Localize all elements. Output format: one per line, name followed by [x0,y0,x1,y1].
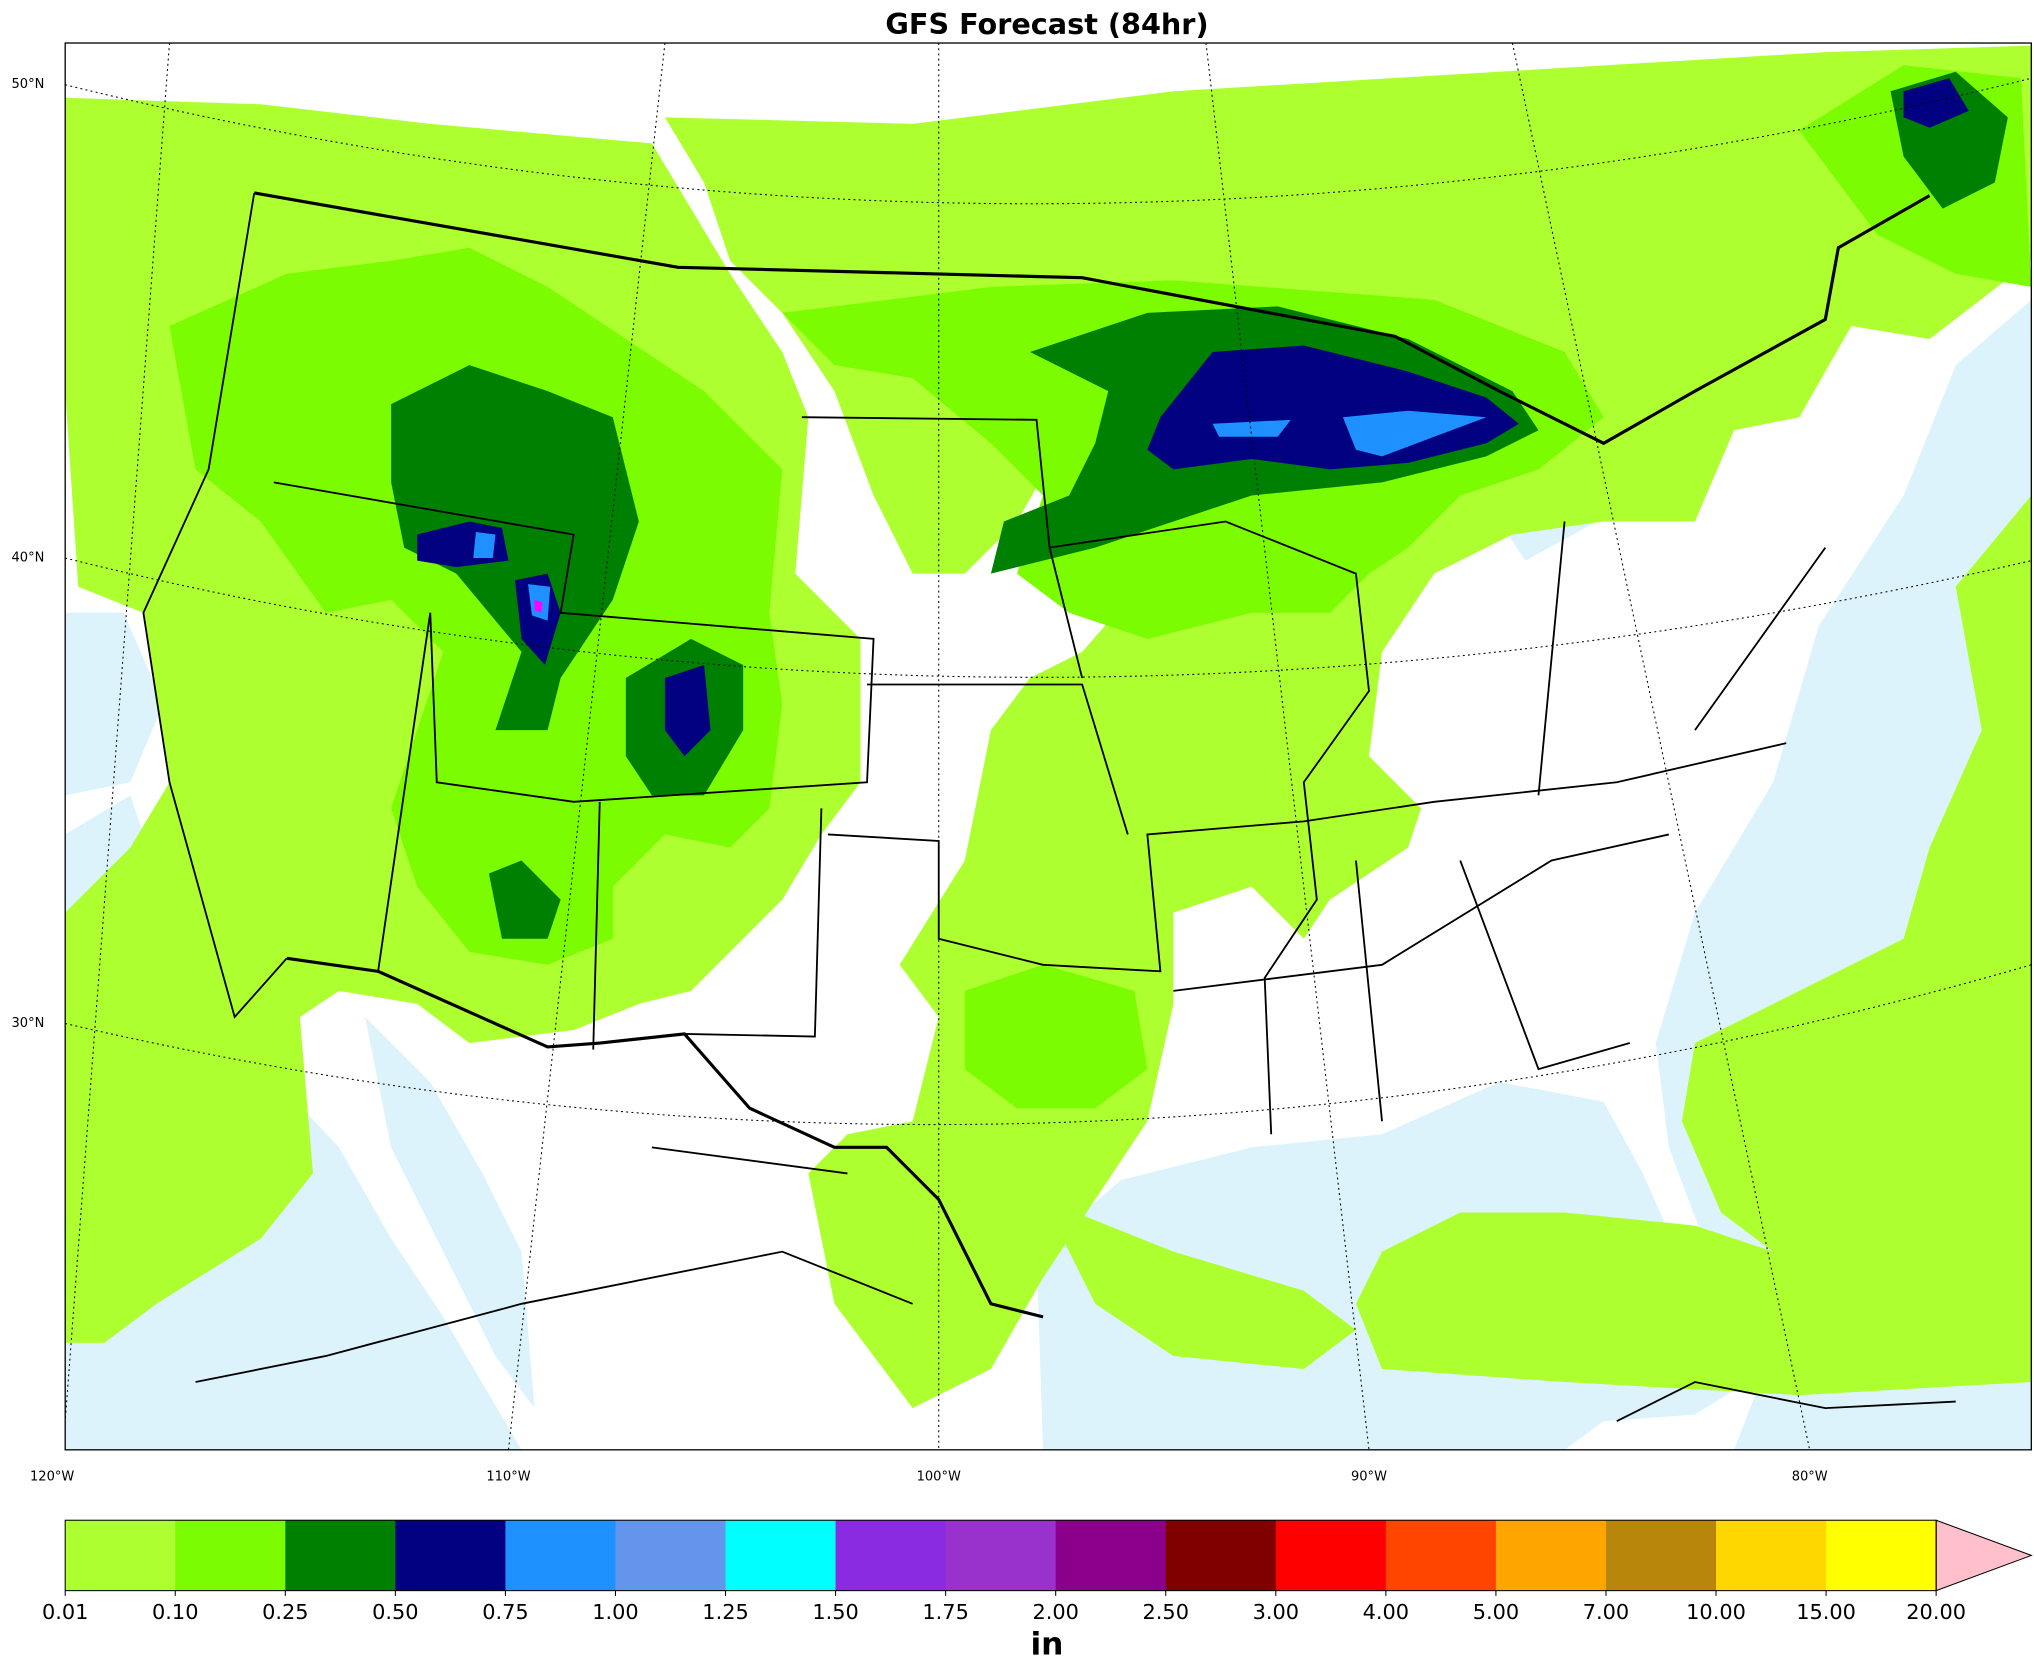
colorbar-label: 0.75 [482,1600,528,1624]
colorbar-label: 2.50 [1143,1600,1189,1624]
colorbar-segment [395,1520,507,1591]
colorbar-label: 0.01 [42,1600,88,1624]
map-frame [64,42,2032,1451]
gulf-of-california [365,1016,535,1409]
colorbar-segment [1495,1520,1607,1591]
lon-label: 120°W [30,1470,74,1485]
colorbar-segment [1605,1520,1717,1591]
colorbar-label: 3.00 [1253,1600,1299,1624]
colorbar-segment [1275,1520,1387,1591]
lat-label: 40°N [12,551,45,566]
colorbar-segment [1826,1520,1937,1591]
colorbar-extend [1935,1519,2033,1592]
colorbar-segment [175,1520,286,1591]
colorbar-segment [1165,1520,1277,1591]
graticule [65,43,2032,1450]
colorbar: 0.01 0.10 0.25 0.50 0.75 1.00 1.25 1.50 1.75 2.00… [42,1519,2033,1624]
colorbar-label: 20.00 [1906,1600,1966,1624]
colorbar-label: 1.50 [812,1600,858,1624]
colorbar-unit: in [1030,1626,1063,1662]
colorbar-label: 0.50 [372,1600,418,1624]
colorbar-segment [945,1520,1057,1591]
colorbar-label: 4.00 [1363,1600,1409,1624]
colorbar-segment [1055,1520,1167,1591]
lon-label: 110°W [486,1470,530,1485]
colorbar-segment [835,1520,947,1591]
colorbar-segment [1716,1520,1827,1591]
colorbar-label: 1.75 [922,1600,968,1624]
lat-label: 50°N [12,77,45,92]
colorbar-label: 0.25 [262,1600,308,1624]
colorbar-label: 7.00 [1583,1600,1629,1624]
colorbar-label: 15.00 [1796,1600,1856,1624]
lat-label: 30°N [12,1016,45,1031]
pacific-ocean [65,612,163,796]
figure-content: GFS Forecast (84hr) [12,7,2033,1662]
colorbar-label: 0.10 [152,1600,198,1624]
colorbar-label: 1.00 [592,1600,638,1624]
lon-label: 80°W [1792,1470,1828,1485]
colorbar-segment [285,1520,397,1591]
map [65,43,2032,1450]
borders [142,191,1956,1422]
colorbar-segment [725,1520,837,1591]
colorbar-label: 1.25 [702,1600,748,1624]
colorbar-segment [1385,1520,1497,1591]
colorbar-label: 10.00 [1686,1600,1746,1624]
precip-field [65,45,2032,1409]
colorbar-outline [64,1519,1937,1592]
lon-label: 90°W [1351,1470,1387,1485]
colorbar-segment [65,1520,176,1591]
colorbar-label: 5.00 [1473,1600,1519,1624]
colorbar-label: 2.00 [1032,1600,1078,1624]
lon-label: 100°W [917,1470,961,1485]
colorbar-segment [615,1520,727,1591]
title: GFS Forecast (84hr) [885,7,1208,41]
colorbar-segment [505,1520,617,1591]
